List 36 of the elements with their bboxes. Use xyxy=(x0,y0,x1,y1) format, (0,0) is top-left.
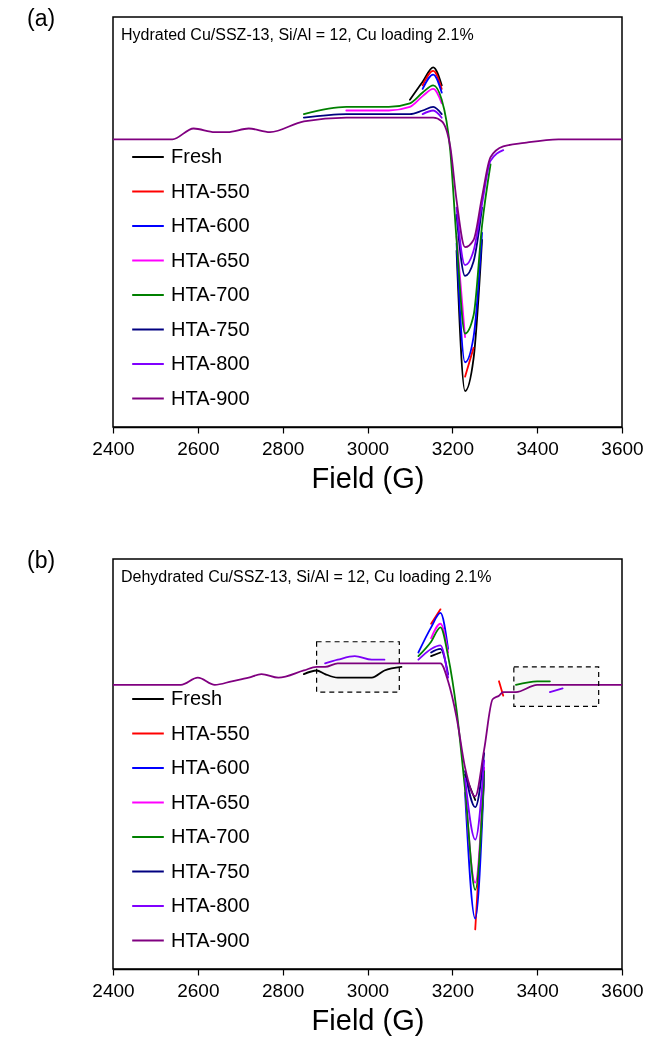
legend-label: HTA-700 xyxy=(171,283,250,305)
x-tick-label: 3600 xyxy=(601,437,644,459)
legend-label: HTA-750 xyxy=(171,317,250,340)
chart-title: (a) xyxy=(27,5,56,31)
legend-label: Fresh xyxy=(171,145,223,167)
legend-label: HTA-750 xyxy=(171,859,250,882)
legend-label: HTA-700 xyxy=(171,825,250,847)
x-tick-label: 3000 xyxy=(346,437,390,459)
legend-label: HTA-600 xyxy=(171,756,250,778)
text: Hydrated Cu/SSZ-13, Si/Al = 12, Cu loading 2.1% xyxy=(121,26,474,43)
legend-label: HTA-550 xyxy=(171,179,250,202)
x-tick-label: 2600 xyxy=(177,979,220,1001)
x-axis-title: Field (G) xyxy=(311,461,425,494)
legend-label: HTA-650 xyxy=(171,248,250,271)
x-tick-label: 3400 xyxy=(516,437,559,459)
legend-label: HTA-900 xyxy=(171,928,250,951)
legend-label: HTA-550 xyxy=(171,721,250,744)
x-axis-title: Field (G) xyxy=(311,1003,425,1036)
x-tick-label: 3000 xyxy=(346,979,390,1001)
x-tick-label: 2800 xyxy=(262,979,305,1001)
legend-label: HTA-800 xyxy=(171,894,250,916)
text: Dehydrated Cu/SSZ-13, Si/Al = 12, Cu loading 2.1% xyxy=(121,568,492,585)
x-tick-label: 2400 xyxy=(92,979,135,1001)
legend-label: HTA-800 xyxy=(171,352,250,374)
legend-label: HTA-900 xyxy=(171,386,250,409)
x-tick-label: 3600 xyxy=(601,979,644,1001)
chart-title: (b) xyxy=(27,547,56,573)
x-tick-label: 3200 xyxy=(431,979,474,1001)
legend-label: Fresh xyxy=(171,687,223,709)
x-tick-label: 2400 xyxy=(92,437,135,459)
x-tick-label: 3200 xyxy=(431,437,474,459)
x-tick-label: 2800 xyxy=(262,437,305,459)
x-tick-label: 2600 xyxy=(177,437,220,459)
legend-label: HTA-650 xyxy=(171,790,250,813)
x-tick-label: 3400 xyxy=(516,979,559,1001)
legend-label: HTA-600 xyxy=(171,214,250,236)
